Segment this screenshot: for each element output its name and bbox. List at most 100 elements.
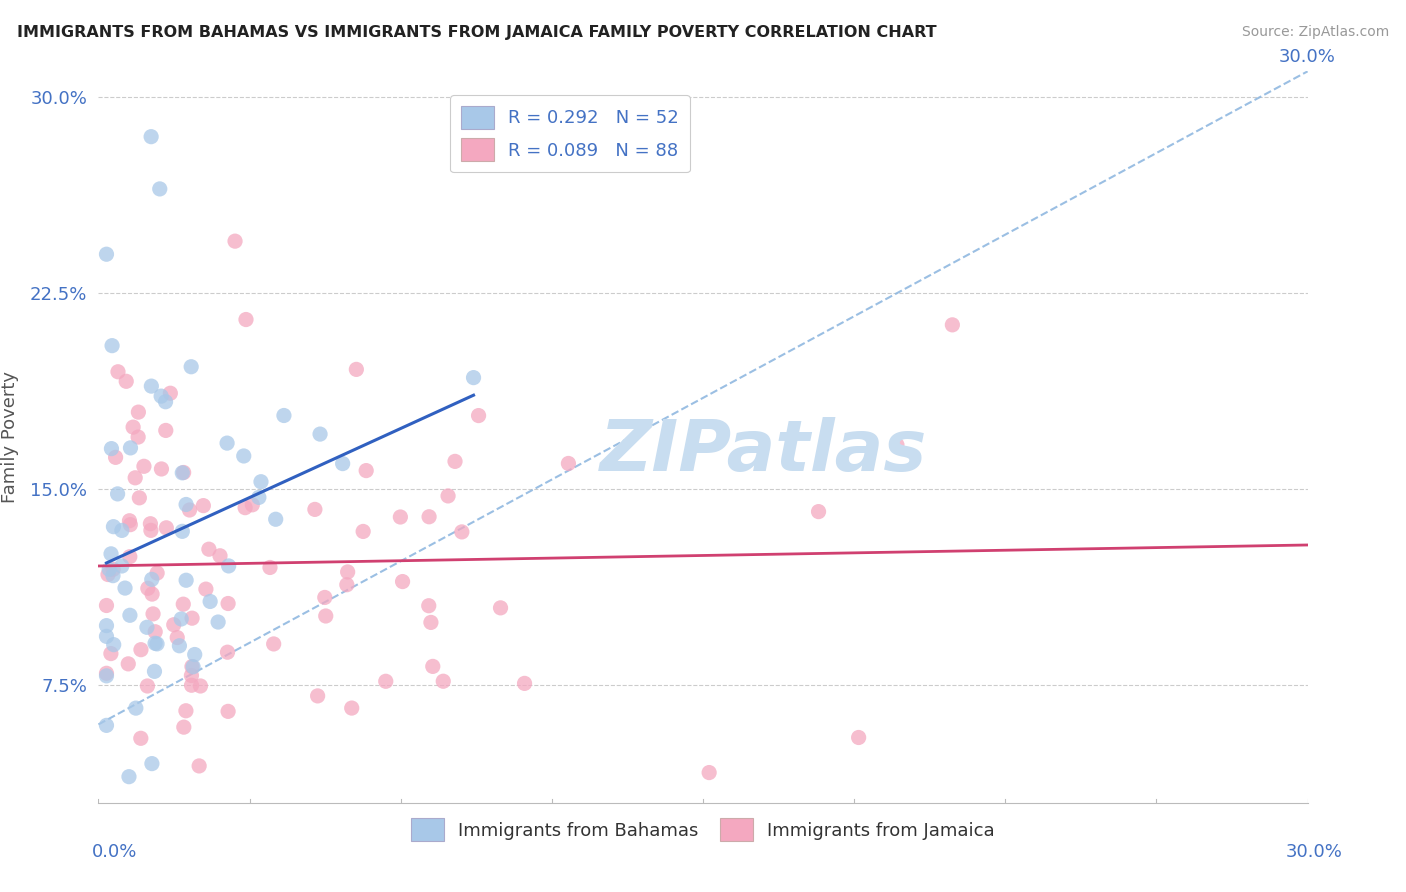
Point [143,636,166,650]
Point [96,666,118,681]
Point [181,611,204,625]
Point [264,512,287,526]
Point [141,587,163,601]
Point [273,409,295,423]
Point [101,568,124,582]
Point [247,491,270,505]
Point [188,759,211,773]
Point [217,597,239,611]
Point [118,770,141,784]
Point [96,599,118,613]
Point [218,558,240,573]
Point [193,499,215,513]
Point [128,491,150,505]
Point [467,409,489,423]
Point [127,430,149,444]
Point [354,464,377,478]
Point [336,578,359,592]
Point [117,657,139,671]
Point [224,234,246,248]
Text: Source: ZipAtlas.com: Source: ZipAtlas.com [1241,25,1389,39]
Point [180,678,202,692]
Point [250,475,273,489]
Point [172,597,194,611]
Point [120,517,142,532]
Point [146,566,169,580]
Point [96,247,118,261]
Point [422,659,444,673]
Point [432,674,454,689]
Point [180,359,202,374]
Point [166,631,188,645]
Point [307,689,329,703]
Point [127,405,149,419]
Point [96,618,118,632]
Point [444,454,467,468]
Point [233,500,256,515]
Point [107,487,129,501]
Point [125,701,148,715]
Point [149,182,172,196]
Point [217,645,239,659]
Point [96,669,118,683]
Text: 30.0%: 30.0% [1286,843,1343,861]
Point [174,498,197,512]
Point [173,466,195,480]
Point [159,386,181,401]
Point [463,370,485,384]
Point [172,466,194,480]
Point [941,318,963,332]
Point [263,637,285,651]
Point [336,565,359,579]
Point [129,642,152,657]
Point [169,639,191,653]
Point [141,573,163,587]
Point [124,471,146,485]
Point [180,668,202,682]
Text: 0.0%: 0.0% [91,843,136,861]
Point [129,731,152,746]
Point [174,574,197,588]
Point [332,457,354,471]
Point [886,438,908,452]
Point [98,562,121,576]
Text: IMMIGRANTS FROM BAHAMAS VS IMMIGRANTS FROM JAMAICA FAMILY POVERTY CORRELATION CH: IMMIGRANTS FROM BAHAMAS VS IMMIGRANTS FR… [17,25,936,40]
Point [101,562,124,576]
Point [100,547,122,561]
Point [107,365,129,379]
Point [172,524,194,539]
Point [374,674,396,689]
Point [340,701,363,715]
Point [513,676,536,690]
Point [207,615,229,629]
Point [143,665,166,679]
Point [419,615,441,630]
Y-axis label: Family Poverty: Family Poverty [1,371,18,503]
Point [136,679,159,693]
Point [122,420,145,434]
Point [194,582,217,596]
Point [132,459,155,474]
Point [450,524,472,539]
Point [344,362,367,376]
Point [118,608,141,623]
Legend: Immigrants from Bahamas, Immigrants from Jamaica: Immigrants from Bahamas, Immigrants from… [404,811,1002,848]
Point [139,516,162,531]
Point [104,450,127,465]
Point [141,756,163,771]
Point [217,436,239,450]
Point [155,521,177,535]
Point [143,624,166,639]
Point [115,374,138,388]
Point [100,442,122,456]
Text: ZIPatlas: ZIPatlas [600,417,927,486]
Point [139,524,162,538]
Point [174,704,197,718]
Point [141,379,163,393]
Point [155,394,177,409]
Point [352,524,374,539]
Point [314,591,336,605]
Point [136,582,159,596]
Point [136,620,159,634]
Point [232,449,254,463]
